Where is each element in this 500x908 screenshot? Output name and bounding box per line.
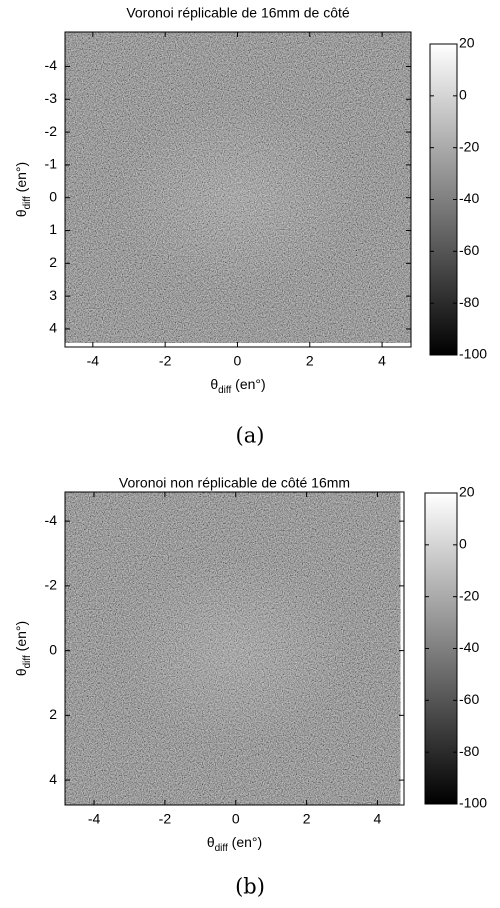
axes-box	[64, 31, 412, 348]
colorbar-tick-label: -60	[459, 242, 479, 258]
y-tick-label: -1	[45, 156, 58, 172]
y-tick-label: -4	[45, 512, 58, 528]
y-tick-label: 4	[49, 320, 57, 336]
caption: (b)	[235, 875, 265, 899]
x-tick-label: 2	[306, 353, 314, 369]
x-tick-label: -2	[159, 811, 172, 827]
y-axis-label-symbol: θ	[13, 209, 29, 217]
y-axis-label-symbol: θ	[13, 668, 29, 676]
y-axis-label-unit: (en°)	[13, 162, 29, 196]
y-tick-label: 0	[49, 641, 57, 657]
x-tick-label: -2	[159, 353, 172, 369]
caption: (a)	[236, 424, 265, 448]
colorbar-tick-label: -40	[459, 639, 479, 655]
x-axis-label: θdiff (en°)	[207, 834, 262, 854]
y-axis-label-sub: diff	[22, 196, 33, 209]
y-axis-label-sub: diff	[22, 655, 33, 668]
x-axis-label-sub: diff	[215, 843, 228, 854]
y-axis-label-unit: (en°)	[13, 621, 29, 655]
colorbar-tick-label: -100	[459, 346, 487, 362]
y-tick-label: 2	[49, 254, 57, 270]
colorbar-tick-label: -100	[459, 795, 487, 811]
y-tick-label: 3	[49, 287, 57, 303]
x-axis-label-sub: diff	[218, 385, 231, 396]
colorbar-tick-label: -80	[459, 743, 479, 759]
chart-title: Voronoi réplicable de 16mm de côté	[126, 5, 350, 21]
x-tick-label: 0	[232, 811, 240, 827]
y-tick-label: 4	[49, 771, 57, 787]
x-axis-label-symbol: θ	[210, 376, 218, 392]
x-tick-label: 2	[303, 811, 311, 827]
x-axis-label-symbol: θ	[207, 834, 215, 850]
x-axis-label: θdiff (en°)	[210, 376, 265, 396]
y-tick-label: -2	[45, 123, 58, 139]
x-axis-label-unit: (en°)	[228, 834, 262, 850]
colorbar-tick-label: -80	[459, 294, 479, 310]
colorbar-tick-label: 0	[459, 536, 467, 552]
x-tick-label: 4	[374, 811, 382, 827]
chart-title: Voronoi non réplicable de côté 16mm	[119, 475, 350, 491]
y-tick-label: 2	[49, 706, 57, 722]
x-tick-label: -4	[87, 353, 100, 369]
y-axis-label: θdiff (en°)	[13, 621, 33, 676]
y-tick-label: -4	[45, 57, 58, 73]
colorbar-tick-label: -20	[459, 587, 479, 603]
axes-box	[64, 491, 405, 806]
x-axis-label-unit: (en°)	[231, 376, 265, 392]
colorbar-tick-label: -40	[459, 190, 479, 206]
y-tick-label: -2	[45, 577, 58, 593]
y-tick-label: 0	[49, 188, 57, 204]
colorbar-tick-label: 20	[459, 484, 475, 500]
colorbar-tick-label: 0	[459, 87, 467, 103]
image-glow	[116, 104, 359, 291]
x-tick-label: 4	[378, 353, 386, 369]
colorbar-tick-label: 20	[459, 35, 475, 51]
y-tick-label: -3	[45, 90, 58, 106]
image-glow	[118, 556, 354, 745]
y-axis-label: θdiff (en°)	[13, 162, 33, 217]
colorbar	[429, 43, 458, 356]
colorbar-tick-label: -60	[459, 691, 479, 707]
colorbar	[424, 492, 458, 805]
colorbar-tick-label: -20	[459, 138, 479, 154]
x-tick-label: -4	[88, 811, 101, 827]
y-tick-label: 1	[49, 221, 57, 237]
x-tick-label: 0	[234, 353, 242, 369]
